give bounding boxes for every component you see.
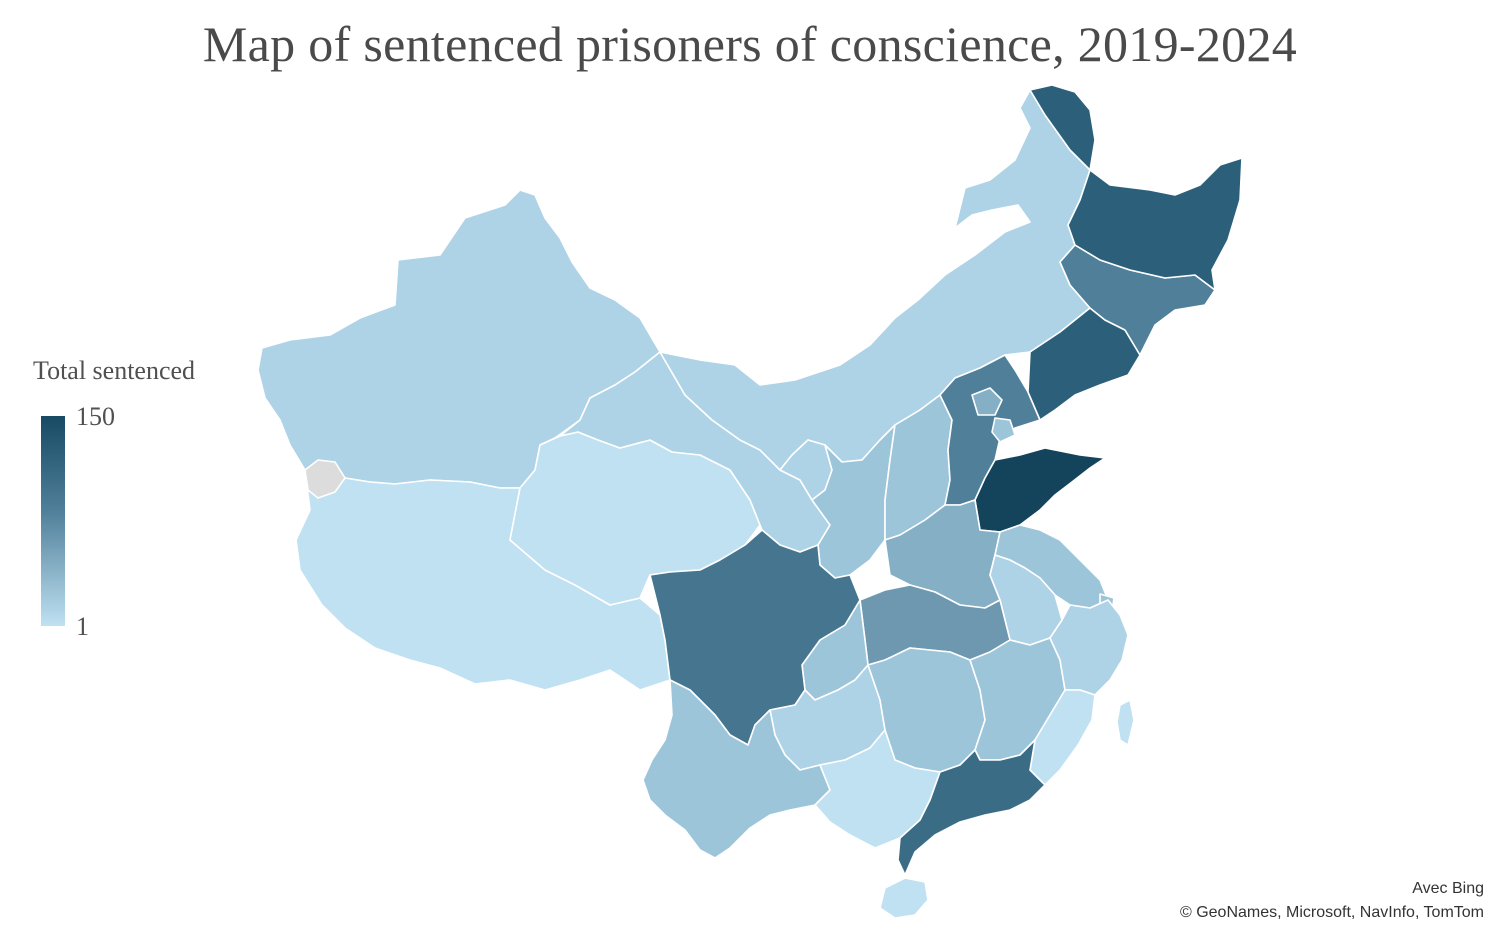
region-guangdong[interactable] <box>897 739 1046 876</box>
map-title: Map of sentenced prisoners of conscience… <box>202 16 1298 72</box>
map-credit-provider: Avec Bing <box>1412 880 1484 897</box>
region-beijing[interactable] <box>971 387 1003 416</box>
region-shandong[interactable] <box>974 447 1106 533</box>
region-aksai-chin[interactable] <box>304 459 346 499</box>
legend-color-scale <box>41 416 65 626</box>
region-shaanxi[interactable] <box>811 424 896 579</box>
region-hainan[interactable] <box>879 877 929 919</box>
region-tianjin[interactable] <box>991 417 1016 443</box>
region-heilongjiang[interactable] <box>1029 84 1243 291</box>
map-credit-sources: © GeoNames, Microsoft, NavInfo, TomTom <box>1179 904 1484 921</box>
region-hebei[interactable] <box>939 354 1041 506</box>
region-taiwan[interactable] <box>1116 699 1135 746</box>
legend-max-label: 150 <box>76 402 115 431</box>
legend-min-label: 1 <box>76 612 89 641</box>
legend-title: Total sentenced <box>33 356 196 385</box>
region-yunnan[interactable] <box>642 679 831 859</box>
